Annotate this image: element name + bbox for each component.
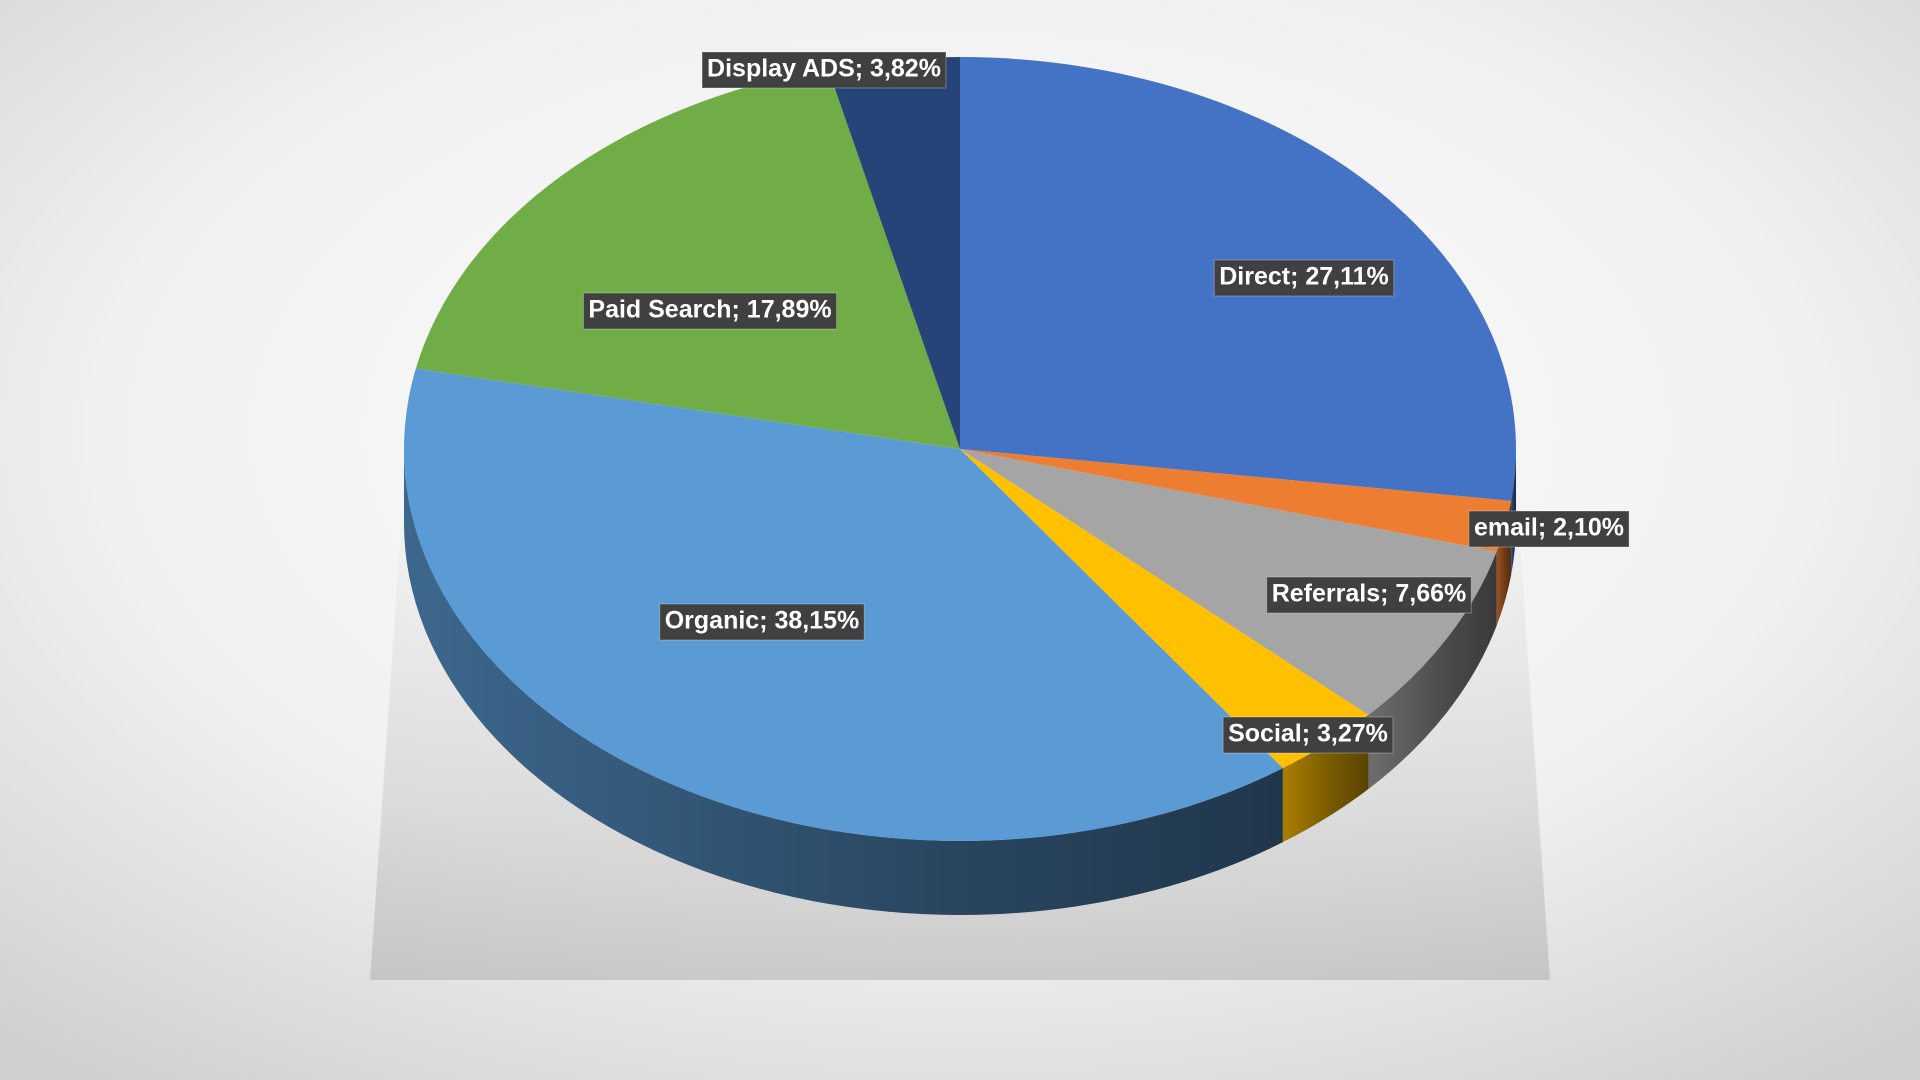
label-box <box>1213 259 1395 297</box>
side-shade <box>1368 551 1497 789</box>
slice <box>960 449 1369 769</box>
data-label: Direct; 27,11% <box>1219 263 1389 291</box>
label-box <box>701 51 947 89</box>
data-label: Paid Search; 17,89% <box>588 296 831 324</box>
slice <box>827 57 960 449</box>
label-box <box>1222 716 1394 754</box>
data-label: Display ADS; 3,82% <box>707 55 941 83</box>
data-label: Organic; 38,15% <box>665 607 860 635</box>
label-box <box>659 603 865 641</box>
labels: Direct; 27,11% email; 2,10% Referrals; 7,6… <box>582 51 1630 754</box>
data-label: Social; 3,27% <box>1228 720 1388 748</box>
slice <box>960 449 1512 552</box>
label-box <box>1468 510 1630 548</box>
label-box <box>582 292 838 330</box>
side-shade <box>404 449 1283 915</box>
data-label: email; 2,10% <box>1474 514 1624 542</box>
slice <box>415 68 960 450</box>
slice <box>960 449 1497 715</box>
data-label: Referrals; 7,66% <box>1272 580 1467 608</box>
label-box <box>1266 576 1472 614</box>
pie <box>404 57 1516 915</box>
